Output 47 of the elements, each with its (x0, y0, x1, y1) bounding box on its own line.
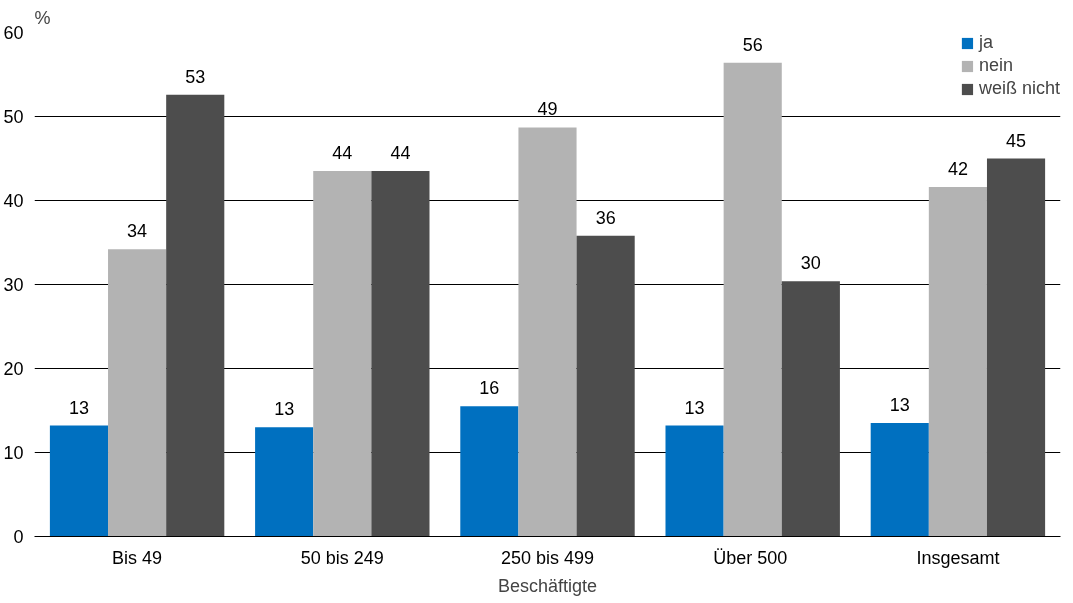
legend-label: weiß nicht (978, 78, 1060, 99)
bar (49, 425, 109, 537)
bar (665, 425, 724, 537)
data-label: 53 (185, 66, 206, 87)
data-label: 13 (889, 395, 910, 416)
data-label: 16 (479, 378, 500, 399)
data-label: 13 (684, 397, 705, 418)
data-label: 44 (332, 143, 353, 164)
x-tick-label: Insgesamt (916, 547, 1000, 568)
data-label: 44 (390, 143, 411, 164)
y-tick-label: 50 (3, 107, 24, 127)
data-label: 45 (1006, 130, 1027, 151)
bar (313, 171, 372, 537)
bar (518, 127, 577, 537)
y-axis-title: % (34, 7, 51, 28)
bar (928, 187, 987, 537)
y-tick-label: 40 (3, 191, 24, 211)
x-tick-label: 250 bis 499 (500, 547, 595, 568)
data-label: 30 (800, 253, 821, 274)
bar (166, 94, 225, 537)
bar (255, 427, 314, 537)
legend-label: ja (978, 32, 994, 53)
bar (986, 158, 1046, 537)
data-label: 34 (127, 221, 148, 242)
data-label: 36 (595, 207, 616, 228)
bar (371, 171, 430, 537)
x-tick-label: 50 bis 249 (300, 547, 384, 568)
data-label: 13 (274, 399, 295, 420)
bar (870, 423, 929, 537)
bar (576, 235, 635, 537)
y-tick-label: 30 (3, 275, 24, 295)
bar (108, 249, 167, 537)
y-tick-label: 0 (13, 527, 24, 547)
data-label: 49 (537, 99, 558, 120)
bar (460, 406, 519, 537)
x-tick-label: Bis 49 (112, 547, 163, 568)
bar (781, 281, 840, 537)
legend-label: nein (978, 55, 1013, 76)
data-label: 56 (742, 34, 763, 55)
y-tick-label: 10 (3, 443, 24, 463)
y-tick-label: 20 (3, 359, 24, 379)
data-label: 13 (68, 397, 89, 418)
x-axis-title: Beschäftigte (497, 575, 598, 596)
x-tick-label: Über 500 (713, 547, 788, 568)
y-tick-label: 60 (3, 23, 24, 43)
data-label: 42 (947, 159, 968, 180)
bar (723, 62, 782, 537)
